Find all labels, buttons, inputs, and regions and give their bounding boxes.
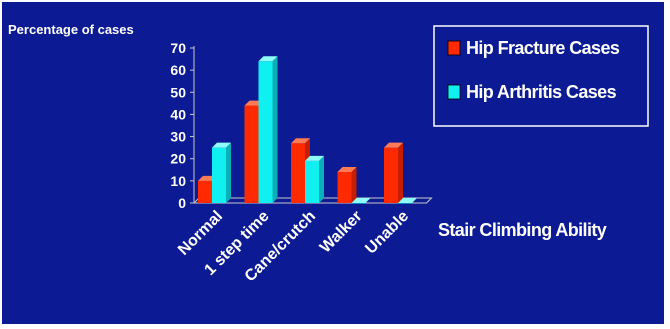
bar	[398, 198, 417, 204]
bar-top	[258, 56, 278, 62]
bar	[384, 142, 403, 203]
bar-front	[398, 203, 412, 204]
y-tick-label: 30	[170, 129, 186, 145]
bar-side	[351, 167, 357, 203]
bar-front	[305, 160, 319, 203]
bar-top	[351, 198, 371, 203]
bar-front	[198, 180, 212, 203]
bar	[212, 142, 231, 203]
bar-front	[337, 172, 352, 203]
legend-label: Hip Fracture Cases	[466, 38, 620, 58]
bar-top	[212, 142, 231, 148]
y-tick-label: 0	[178, 195, 186, 211]
bar-top	[305, 155, 324, 161]
legend-label: Hip Arthritis Cases	[466, 82, 617, 102]
bar-top	[384, 142, 403, 148]
legend-swatch	[447, 84, 461, 100]
y-axis-label: Percentage of cases	[8, 22, 134, 37]
x-axis-label: Stair Climbing Ability	[438, 220, 607, 240]
bar-front	[291, 143, 305, 203]
y-tick-label: 60	[170, 62, 186, 78]
bar-side	[226, 142, 231, 203]
bar-front	[258, 61, 273, 204]
bar	[351, 198, 371, 204]
y-tick-label: 50	[170, 84, 186, 100]
legend-box	[433, 25, 649, 127]
bar-side	[319, 155, 324, 203]
bar	[305, 155, 324, 203]
y-tick-label: 40	[170, 106, 186, 122]
bar	[337, 167, 357, 203]
x-tick-label: Walker	[317, 208, 366, 257]
bars	[198, 56, 417, 204]
bar-front	[212, 147, 226, 203]
bar-front	[244, 105, 259, 203]
bar-chart: Percentage of cases Stair Climbing Abili…	[8, 22, 649, 285]
bar-top	[398, 198, 417, 203]
chart-slide: Percentage of cases Stair Climbing Abili…	[2, 2, 664, 324]
bar-top	[337, 167, 357, 172]
bar-side	[272, 56, 278, 204]
bar-front	[351, 203, 366, 204]
bar-side	[398, 142, 403, 203]
y-tick-label: 10	[170, 173, 186, 189]
bar-front	[384, 147, 398, 203]
bar-top	[291, 138, 310, 144]
x-tick-label: Unable	[362, 208, 412, 258]
legend-swatch	[447, 40, 461, 56]
bar	[258, 56, 278, 204]
y-tick-label: 20	[170, 151, 186, 167]
legend: Hip Fracture Cases Hip Arthritis Cases	[433, 25, 649, 127]
y-tick-label: 70	[170, 40, 186, 56]
